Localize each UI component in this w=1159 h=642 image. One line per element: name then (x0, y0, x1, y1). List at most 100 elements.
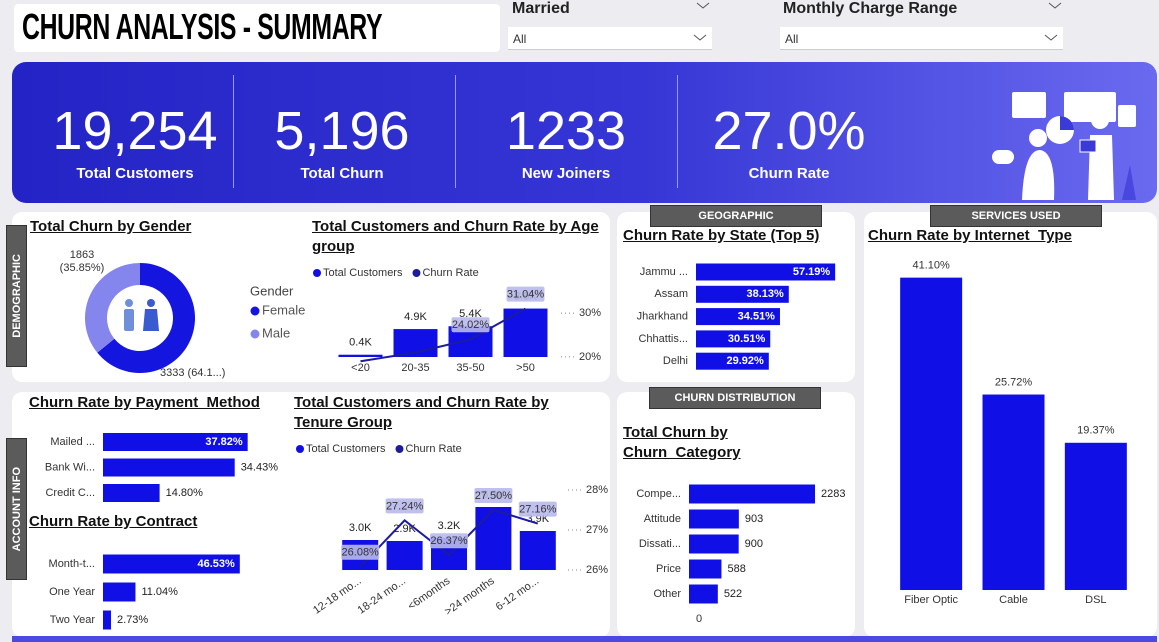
data-label-bg (341, 544, 380, 560)
data-label: 25.72% (995, 376, 1033, 388)
y-tick-label: Dissati... (639, 538, 681, 550)
bar (696, 352, 769, 370)
y-tick-label: Price (656, 563, 681, 575)
bar (103, 433, 248, 451)
data-label: 27.16% (519, 504, 557, 516)
bar (386, 541, 423, 570)
bar (900, 277, 963, 590)
data-label-bg (518, 501, 557, 517)
data-label: 11.04% (141, 586, 178, 598)
section-tab: DEMOGRAPHIC (6, 225, 27, 367)
chart-title: Total Churn by Gender (30, 218, 192, 235)
data-label-bg (451, 317, 490, 333)
bar (689, 509, 739, 529)
x-tick-label: DSL (1085, 594, 1106, 606)
chart-title: Total Customers and Churn Rate by Tenure… (294, 394, 549, 431)
data-label: 46.53% (197, 558, 235, 570)
donut-slice (84, 263, 140, 353)
y-tick-label: Delhi (663, 355, 688, 367)
data-label: 2283 (821, 488, 845, 500)
y-tick-label: Other (653, 588, 681, 600)
bar (103, 484, 160, 502)
kpi-label: Total Customers (76, 165, 194, 182)
x-tick-label: 12-18 mo... (311, 575, 363, 617)
legend-label: Churn Rate (405, 443, 461, 455)
data-label: 41.10% (913, 260, 951, 272)
data-label: 3.0K (349, 522, 372, 534)
bar (519, 531, 556, 570)
page-title: CHURN ANALYSIS - SUMMARY (22, 6, 383, 47)
y2-tick-label: 28% (586, 484, 608, 496)
data-label: 31.04% (507, 288, 545, 300)
kpi-label: New Joiners (521, 165, 611, 182)
data-label-bg (430, 533, 468, 549)
bar (696, 285, 789, 303)
y-tick-label: Jharkhand (637, 311, 688, 323)
bottom-strip (12, 636, 1157, 642)
legend-marker (395, 445, 404, 453)
data-label: 3.2K (438, 520, 461, 532)
x-tick-label: 35-50 (456, 362, 484, 374)
x-tick-label: >50 (516, 362, 535, 374)
y-tick-label: Assam (654, 288, 688, 300)
divider (677, 75, 678, 188)
data-label: 34.43% (241, 461, 279, 473)
chart-title: Total Customers and Churn Rate by Age gr… (312, 218, 599, 255)
data-label: 4.9K (404, 311, 427, 323)
y-tick-label: Credit C... (45, 487, 95, 499)
kpi-label: Total Churn (300, 165, 384, 182)
line (359, 508, 539, 568)
title-panel (14, 4, 500, 52)
filter-label: Married (512, 0, 570, 17)
bar (103, 610, 112, 630)
line (360, 307, 526, 363)
bar (103, 582, 136, 602)
chart-title: Total Churn by Churn_Category (623, 424, 741, 461)
divider (233, 75, 234, 188)
data-label: 27.50% (475, 490, 513, 502)
divider (455, 75, 456, 188)
bar (696, 263, 836, 281)
bar (689, 484, 816, 504)
kpi-label: Churn Rate (748, 165, 830, 182)
y-tick-label: Chhattis... (638, 333, 688, 345)
illustration (992, 92, 1136, 200)
x-tick-label: >24 months (443, 575, 498, 618)
gender-icons (124, 299, 159, 331)
bar (689, 584, 718, 604)
filter-label: Monthly Charge Range (783, 0, 958, 17)
kpi-value: 5,196 (274, 101, 410, 161)
section-label: CHURN DISTRIBUTION (674, 392, 796, 404)
data-label: 5.4K (459, 308, 482, 320)
bar (696, 330, 771, 348)
filter-value: All (785, 32, 799, 46)
data-label: 30.51% (728, 333, 766, 345)
data-label: 3333 (64.1...) (160, 367, 225, 379)
section-label: SERVICES USED (971, 210, 1061, 222)
chevron (1044, 34, 1058, 41)
y-tick-label: Bank Wi... (45, 461, 95, 473)
section-tab: ACCOUNT INFO (6, 438, 27, 580)
y2-tick-label: 26% (586, 564, 608, 576)
y-tick-label: Two Year (50, 614, 96, 626)
data-label: 27.24% (386, 500, 424, 512)
filter-dropdown[interactable]: All (780, 27, 1063, 50)
legend-label: Total Customers (323, 267, 403, 279)
legend-title: Gender (250, 283, 294, 298)
data-label: 57.19% (793, 266, 831, 278)
data-label: 29.92% (726, 355, 764, 367)
legend-marker (313, 269, 321, 277)
y-tick-label: Attitude (644, 513, 681, 525)
data-label: 34.51% (738, 311, 776, 323)
x-tick-label: 0 (696, 613, 702, 625)
chart-title: Churn Rate by Internet_Type (868, 227, 1072, 244)
kpi-banner (12, 62, 1157, 203)
section-tab: CHURN DISTRIBUTION (649, 387, 821, 409)
section-tab: SERVICES USED (930, 205, 1102, 227)
kpi-value: 1233 (505, 101, 627, 161)
data-label: 14.80% (166, 487, 204, 499)
filter-dropdown[interactable]: All (508, 27, 712, 50)
y2-tick-label: 30% (579, 307, 601, 319)
